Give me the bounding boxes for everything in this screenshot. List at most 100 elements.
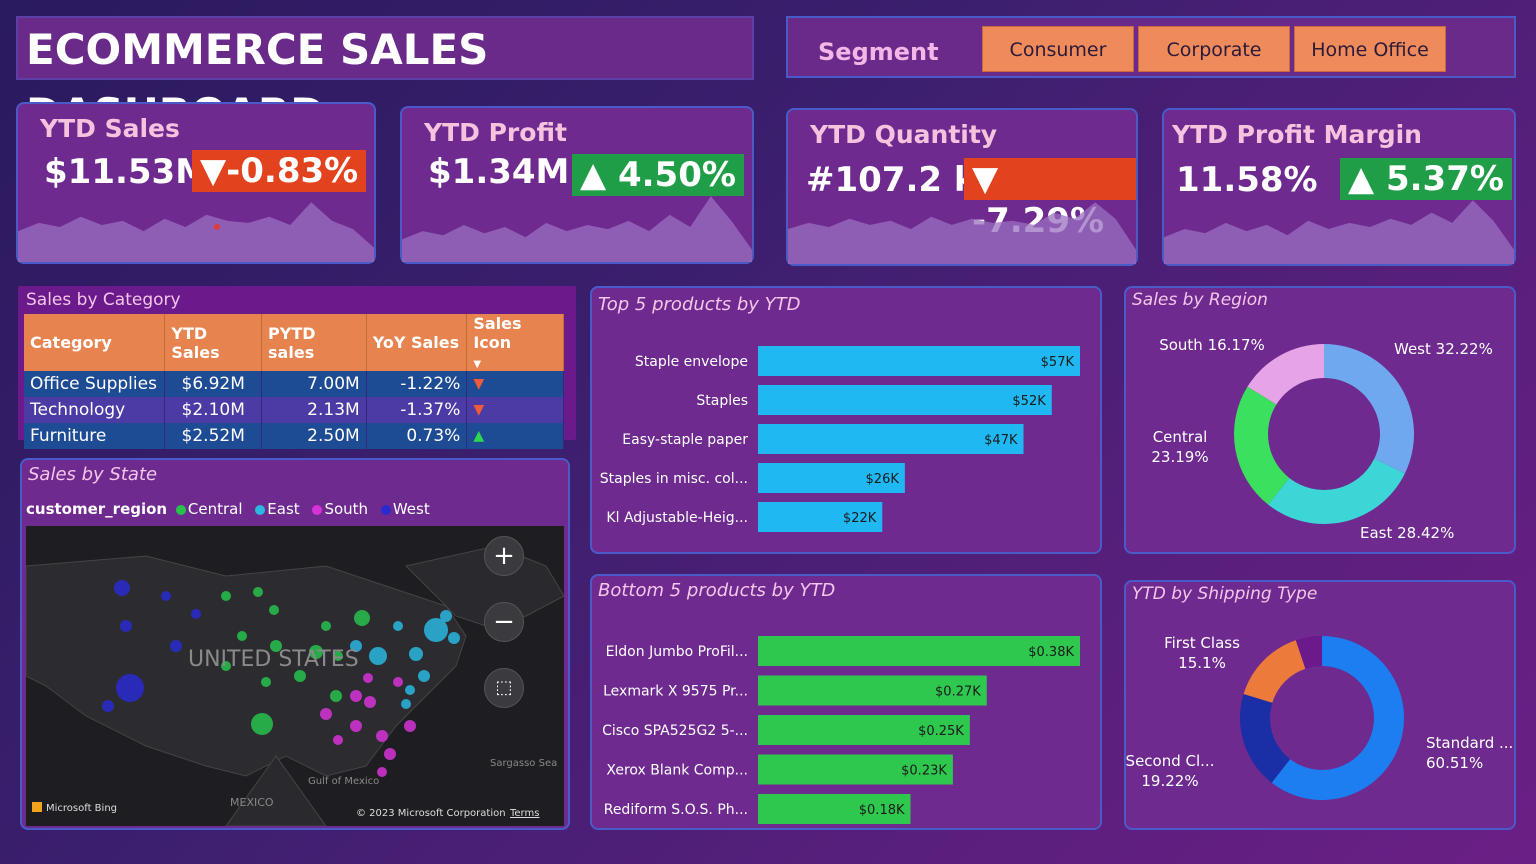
map-bubble[interactable] xyxy=(333,651,343,661)
column-header[interactable]: PYTD sales xyxy=(261,314,367,371)
map-canvas[interactable]: UNITED STATES MEXICO Gulf of Mexico Sarg… xyxy=(26,526,564,826)
table-row[interactable]: Office Supplies $6.92M 7.00M -1.22% ▼ xyxy=(24,371,564,397)
map-bubble[interactable] xyxy=(418,670,430,682)
map-bubble[interactable] xyxy=(221,591,231,601)
zoom-in-button[interactable]: + xyxy=(484,536,524,576)
bar[interactable] xyxy=(758,754,953,785)
map-bubble[interactable] xyxy=(354,610,370,626)
map-bubble[interactable] xyxy=(350,720,362,732)
bar-category-label: Rediform S.O.S. Ph... xyxy=(604,802,748,818)
column-header[interactable]: Category xyxy=(24,314,166,371)
kpi-card-ytd-profit[interactable]: YTD Profit $1.34M ▲ 4.50% xyxy=(400,106,754,264)
map-bubble[interactable] xyxy=(270,640,282,652)
segment-home-office-button[interactable]: Home Office xyxy=(1294,26,1446,72)
map-bubble[interactable] xyxy=(102,700,114,712)
bar-value-label: $22K xyxy=(843,511,877,526)
map-bubble[interactable] xyxy=(384,748,396,760)
segment-corporate-button[interactable]: Corporate xyxy=(1138,26,1290,72)
table-row[interactable]: Technology $2.10M 2.13M -1.37% ▼ xyxy=(24,397,564,423)
map-bubble[interactable] xyxy=(253,587,263,597)
legend-item-east[interactable]: East xyxy=(255,500,303,518)
donut-slice[interactable] xyxy=(1234,386,1290,505)
map-bubble[interactable] xyxy=(393,677,403,687)
column-header[interactable]: YoY Sales xyxy=(366,314,468,371)
bar[interactable] xyxy=(758,424,1024,454)
chart-title: Bottom 5 products by YTD xyxy=(598,580,836,601)
map-bubble[interactable] xyxy=(440,610,452,622)
kpi-card-ytd-profit-margin[interactable]: YTD Profit Margin 11.58% ▲ 5.37% xyxy=(1162,108,1516,266)
map-bubble[interactable] xyxy=(369,647,387,665)
map-bubble[interactable] xyxy=(333,735,343,745)
legend-label: Central xyxy=(187,500,243,518)
bar-value-label: $0.23K xyxy=(901,764,947,779)
bar-category-label: Xerox Blank Comp... xyxy=(606,763,748,779)
donut-slice[interactable] xyxy=(1271,636,1404,800)
donut-label: 23.19% xyxy=(1151,448,1208,466)
column-header[interactable]: YTD Sales xyxy=(164,314,263,371)
bar[interactable] xyxy=(758,463,905,493)
map-bubble[interactable] xyxy=(377,767,387,777)
legend-item-west[interactable]: West xyxy=(380,500,434,518)
map-bubble[interactable] xyxy=(269,605,279,615)
legend-item-central[interactable]: Central xyxy=(175,500,247,518)
map-bubble[interactable] xyxy=(350,640,362,652)
map-bubble[interactable] xyxy=(401,699,411,709)
map-bubble[interactable] xyxy=(294,670,306,682)
map-bubble[interactable] xyxy=(448,632,460,644)
donut-slice[interactable] xyxy=(1295,636,1322,669)
table-row[interactable]: Furniture $2.52M 2.50M 0.73% ▲ xyxy=(24,423,564,449)
map-bubble[interactable] xyxy=(393,621,403,631)
map-bubble[interactable] xyxy=(170,640,182,652)
bar[interactable] xyxy=(758,636,1080,666)
segment-consumer-button[interactable]: Consumer xyxy=(982,26,1134,72)
map-bubble[interactable] xyxy=(363,673,373,683)
donut-slice[interactable] xyxy=(1247,344,1324,405)
kpi-value: $11.53M xyxy=(44,152,210,192)
select-area-icon[interactable]: ⬚ xyxy=(484,668,524,708)
region-donut-chart: West 32.22% East 28.42% Central 23.19% South… xyxy=(1151,336,1492,542)
kpi-card-ytd-quantity[interactable]: YTD Quantity #107.2 k ▼ -7.29% xyxy=(786,108,1138,266)
donut-slice[interactable] xyxy=(1268,458,1405,524)
map-bubble[interactable] xyxy=(330,690,342,702)
map-bubble[interactable] xyxy=(191,609,201,619)
map-bubble[interactable] xyxy=(161,591,171,601)
map-bubble[interactable] xyxy=(364,696,376,708)
bar[interactable] xyxy=(758,675,987,706)
bar[interactable] xyxy=(758,502,883,532)
map-terms-link[interactable]: Terms xyxy=(509,808,539,819)
map-bubble[interactable] xyxy=(261,677,271,687)
cell-ytd: $2.10M xyxy=(164,397,263,423)
map-bubble[interactable] xyxy=(114,580,130,596)
map-attribution: Microsoft Bing xyxy=(46,803,117,814)
donut-slice[interactable] xyxy=(1243,640,1306,703)
map-bubble[interactable] xyxy=(376,730,388,742)
donut-slice[interactable] xyxy=(1240,693,1291,783)
map-bubble[interactable] xyxy=(221,661,231,671)
cell-category: Office Supplies xyxy=(24,371,166,397)
map-bubble[interactable] xyxy=(309,645,323,659)
map-bubble[interactable] xyxy=(320,708,332,720)
kpi-card-ytd-sales[interactable]: YTD Sales $11.53M ▼-0.83% xyxy=(16,102,376,264)
map-bubble[interactable] xyxy=(116,674,144,702)
map-bubble[interactable] xyxy=(405,685,415,695)
map-bubble[interactable] xyxy=(350,690,362,702)
bottom-5-bar-chart: Eldon Jumbo ProFil... $0.38K Lexmark X 957… xyxy=(602,636,1080,824)
donut-label: 60.51% xyxy=(1426,754,1483,772)
shipping-donut-chart: Standard ... 60.51% Second Cl... 19.22% Firs… xyxy=(1126,634,1513,800)
bar[interactable] xyxy=(758,794,911,824)
map-bubble[interactable] xyxy=(321,621,331,631)
bar[interactable] xyxy=(758,385,1052,415)
map-bubble[interactable] xyxy=(120,620,132,632)
bar[interactable] xyxy=(758,715,970,745)
map-bubble[interactable] xyxy=(404,720,416,732)
legend-item-south[interactable]: South xyxy=(312,500,372,518)
column-header[interactable]: Sales Icon ▼ xyxy=(466,314,564,371)
map-bubble[interactable] xyxy=(409,647,423,661)
map-bubble[interactable] xyxy=(237,631,247,641)
map-bubble[interactable] xyxy=(251,713,273,735)
zoom-out-button[interactable]: − xyxy=(484,602,524,642)
donut-slice[interactable] xyxy=(1324,344,1414,474)
map-bubble[interactable] xyxy=(424,618,448,642)
bar[interactable] xyxy=(758,346,1080,376)
bar-category-label: Staples xyxy=(696,393,748,409)
